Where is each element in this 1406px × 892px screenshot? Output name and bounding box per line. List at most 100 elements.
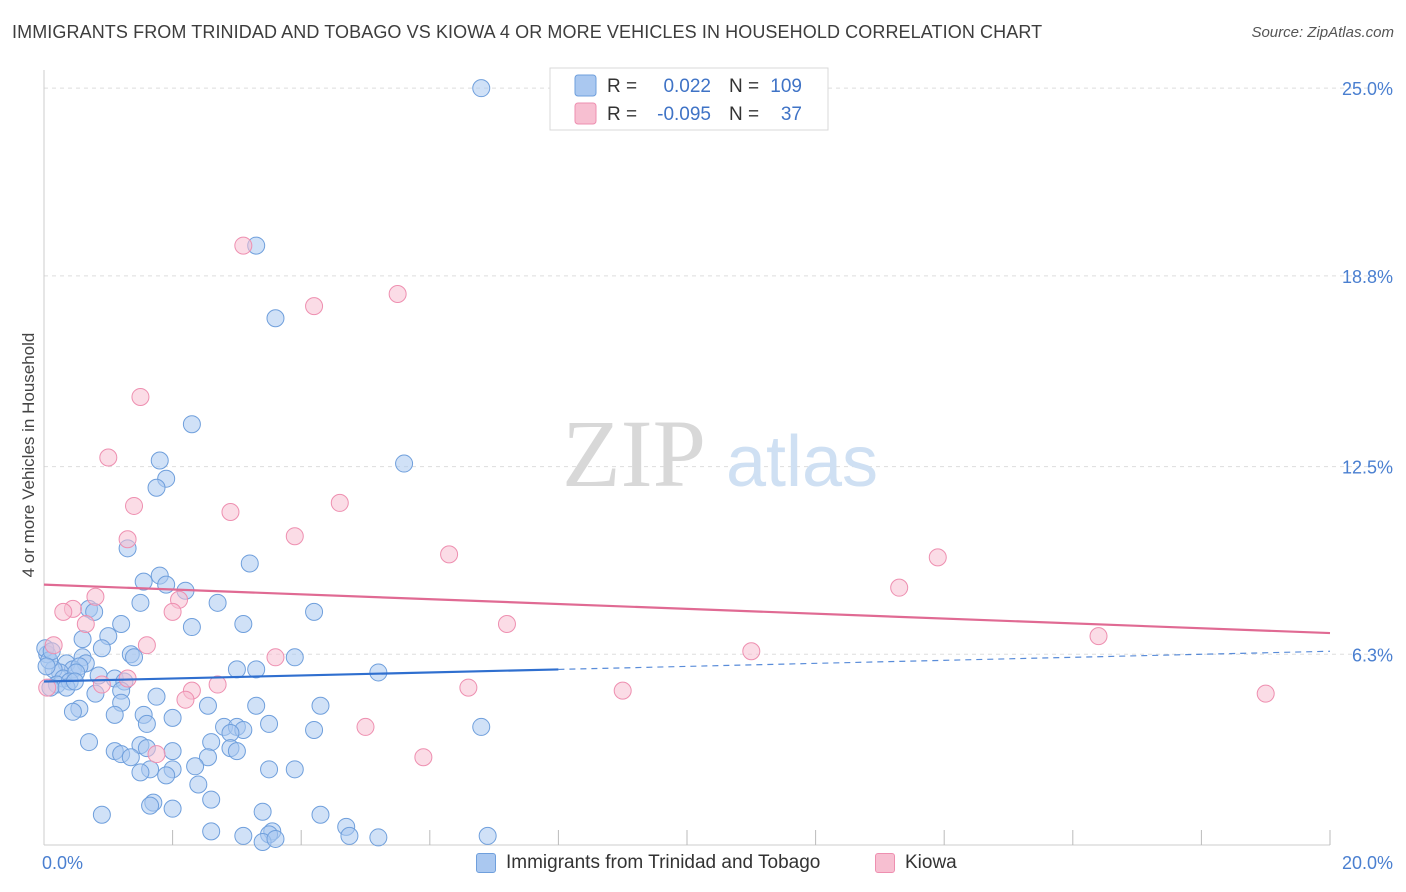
legend-top-r-label-blue: R =: [607, 76, 637, 97]
immigrants-point: [92, 805, 111, 824]
legend-top-swatch-blue: [574, 74, 597, 97]
immigrants-point: [121, 748, 140, 767]
chart-source: Source: ZipAtlas.com: [1251, 24, 1394, 41]
legend-top-n-label-blue: N =: [729, 76, 759, 97]
immigrants-point: [202, 790, 221, 809]
immigrants-point: [266, 829, 285, 848]
kiowa-point: [137, 636, 156, 655]
immigrants-point: [305, 720, 324, 739]
immigrants-point: [105, 705, 124, 724]
kiowa-point: [54, 602, 73, 621]
immigrants-point: [311, 696, 330, 715]
immigrants-point: [198, 748, 217, 767]
immigrants-point: [186, 757, 205, 776]
kiowa-point: [356, 717, 375, 736]
kiowa-point: [44, 636, 63, 655]
kiowa-point: [742, 642, 761, 661]
immigrants-point: [260, 714, 279, 733]
watermark-atlas: atlas: [726, 422, 878, 502]
immigrants-point: [189, 775, 208, 794]
series-immigrants-points: [36, 79, 497, 851]
immigrants-point: [227, 660, 246, 679]
kiowa-trend-line: [43, 583, 1331, 635]
kiowa-point: [234, 236, 253, 255]
kiowa-point: [131, 387, 150, 406]
immigrants-point: [163, 742, 182, 761]
immigrants-point: [125, 648, 144, 667]
immigrants-point: [221, 723, 240, 742]
immigrants-point: [253, 802, 272, 821]
kiowa-point: [613, 681, 632, 700]
immigrants-point: [472, 717, 491, 736]
immigrants-point: [73, 630, 92, 649]
legend-item-immigrants: Immigrants from Trinidad and Tobago: [476, 852, 820, 874]
immigrants-point: [182, 618, 201, 637]
immigrants-point: [340, 826, 359, 845]
immigrants-point: [240, 554, 259, 573]
legend-top-swatch-pink: [574, 102, 597, 125]
legend-top-r-value-blue: 0.022: [663, 76, 711, 97]
kiowa-point: [1089, 627, 1108, 646]
immigrants-point: [234, 615, 253, 634]
immigrants-point: [131, 593, 150, 612]
kiowa-point: [86, 587, 105, 606]
immigrants-point: [134, 572, 153, 591]
immigrants-point: [311, 805, 330, 824]
legend-label-kiowa: Kiowa: [905, 852, 957, 873]
immigrants-point: [202, 733, 221, 752]
series-kiowa-points: [38, 236, 1275, 767]
kiowa-point: [497, 615, 516, 634]
immigrants-point: [147, 478, 166, 497]
kiowa-point: [459, 678, 478, 697]
immigrants-point: [141, 796, 160, 815]
kiowa-point: [285, 527, 304, 546]
x-tick-label: 20.0%: [1342, 853, 1393, 873]
immigrants-point: [285, 648, 304, 667]
legend-item-kiowa: Kiowa: [875, 852, 957, 874]
immigrants-point: [147, 687, 166, 706]
immigrants-point: [202, 822, 221, 841]
legend-top-n-label-pink: N =: [729, 104, 759, 125]
watermark-zip: ZIP: [562, 400, 706, 507]
immigrants-point: [63, 702, 82, 721]
kiowa-point: [440, 545, 459, 564]
y-tick-label: 18.8%: [1342, 267, 1393, 287]
kiowa-point: [38, 678, 57, 697]
immigrants-point: [478, 826, 497, 845]
immigrants-point: [80, 733, 99, 752]
chart-title: IMMIGRANTS FROM TRINIDAD AND TOBAGO VS K…: [12, 22, 1043, 42]
tick-labels: 6.3% 12.5% 18.8% 25.0% 0.0% 20.0%: [42, 79, 1393, 873]
legend-swatch-immigrants: [476, 853, 496, 873]
kiowa-point: [208, 675, 227, 694]
kiowa-point: [388, 285, 407, 304]
kiowa-point: [414, 748, 433, 767]
immigrants-point: [92, 639, 111, 658]
immigrants-point: [227, 742, 246, 761]
immigrants-point: [163, 799, 182, 818]
legend-bottom: Immigrants from Trinidad and Tobago Kiow…: [0, 852, 1406, 880]
immigrants-trend-extension: [558, 650, 1331, 671]
immigrants-point: [37, 657, 56, 676]
kiowa-point: [890, 578, 909, 597]
immigrants-point: [305, 602, 324, 621]
y-tick-label: 12.5%: [1342, 458, 1393, 478]
immigrants-point: [234, 826, 253, 845]
immigrants-point: [112, 615, 131, 634]
immigrants-point: [131, 763, 150, 782]
immigrants-point: [157, 575, 176, 594]
legend-top-r-value-pink: -0.095: [657, 104, 711, 125]
x-tick-label: 0.0%: [42, 853, 83, 873]
immigrants-point: [198, 696, 217, 715]
immigrants-point: [137, 714, 156, 733]
immigrants-point: [208, 593, 227, 612]
legend-top-r-label-pink: R =: [607, 104, 637, 125]
kiowa-point: [147, 745, 166, 764]
kiowa-point: [118, 530, 137, 549]
kiowa-point: [928, 548, 947, 567]
trend-lines: [43, 583, 1331, 683]
legend-label-immigrants: Immigrants from Trinidad and Tobago: [506, 852, 821, 873]
kiowa-point: [305, 297, 324, 316]
y-axis-label: 4 or more Vehicles in Household: [19, 333, 38, 578]
legend-top: R = 0.022 N = 109 R = -0.095 N = 37: [549, 67, 829, 131]
legend-swatch-kiowa: [875, 853, 895, 873]
